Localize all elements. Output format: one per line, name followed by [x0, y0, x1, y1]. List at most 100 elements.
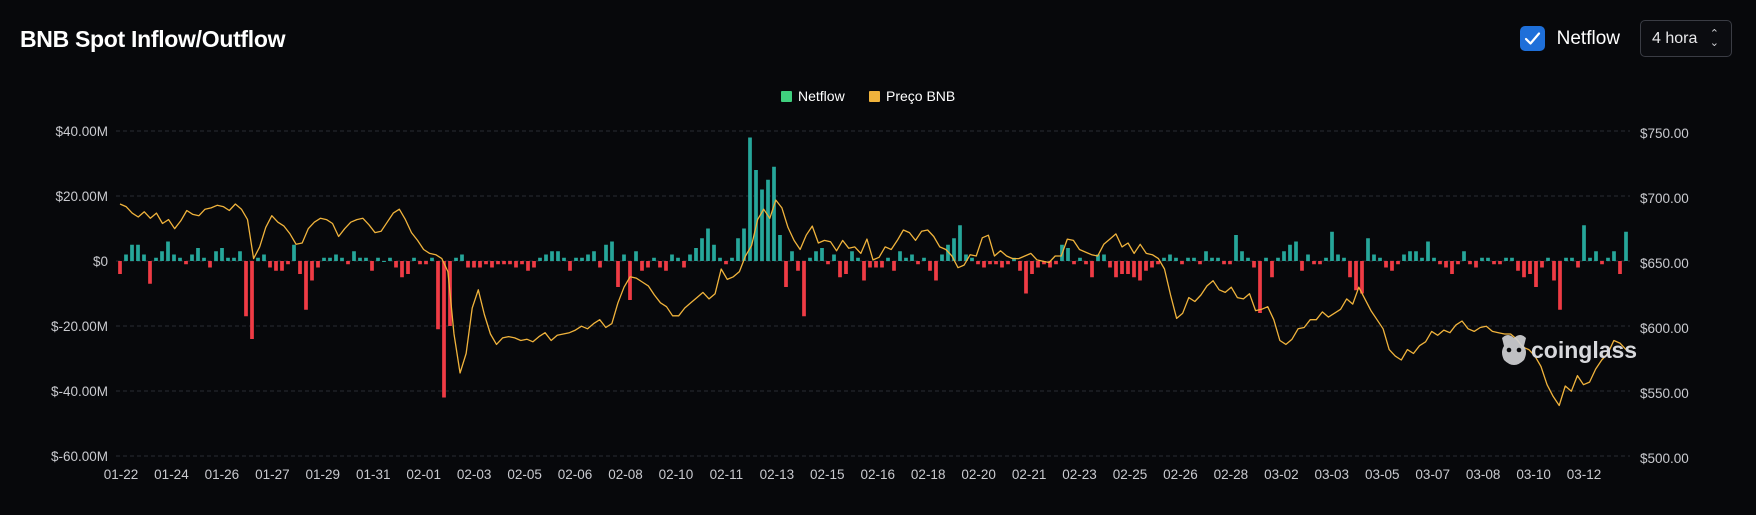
netflow-bar [418, 261, 422, 265]
interval-select[interactable]: 4 hora ⌃ ⌄ [1640, 20, 1732, 57]
netflow-bar [370, 261, 374, 271]
x-tick-label: 02-26 [1163, 467, 1198, 482]
netflow-bar [898, 251, 902, 261]
right-tick-label: $500.00 [1640, 451, 1689, 466]
netflow-bar [1174, 257, 1178, 261]
netflow-bar [754, 170, 758, 261]
netflow-bar [352, 251, 356, 261]
netflow-bar [130, 244, 134, 261]
netflow-bar [976, 261, 980, 265]
netflow-bar [1300, 261, 1304, 271]
netflow-bar [1072, 261, 1076, 265]
x-tick-label: 02-10 [659, 467, 694, 482]
legend-item-price[interactable]: Preço BNB [869, 88, 955, 104]
left-tick-label: $40.00M [55, 124, 108, 139]
netflow-bar [1354, 261, 1358, 291]
x-tick-label: 02-01 [406, 467, 441, 482]
netflow-bar [1420, 257, 1424, 261]
netflow-bar [1180, 261, 1184, 265]
chart-legend: Netflow Preço BNB [781, 88, 955, 104]
chart-grid [116, 130, 1630, 457]
netflow-bar [658, 261, 662, 268]
x-tick-label: 03-12 [1567, 467, 1602, 482]
x-tick-label: 02-06 [558, 467, 593, 482]
x-tick-label: 02-28 [1214, 467, 1249, 482]
netflow-bar [1078, 257, 1082, 261]
netflow-bar [916, 261, 920, 265]
netflow-bar [580, 257, 584, 261]
netflow-bar [694, 248, 698, 261]
netflow-bar [160, 251, 164, 261]
netflow-bar [166, 241, 170, 261]
netflow-bar [628, 261, 632, 300]
netflow-bar [814, 251, 818, 261]
netflow-bar [586, 254, 590, 261]
netflow-bar [184, 261, 188, 265]
netflow-bar [238, 251, 242, 261]
netflow-bar [856, 257, 860, 261]
x-tick-label: 03-10 [1516, 467, 1551, 482]
netflow-bar [1114, 261, 1118, 278]
netflow-bar [862, 261, 866, 281]
netflow-bar [1096, 254, 1100, 261]
netflow-bar [760, 189, 764, 261]
netflow-bar [298, 261, 302, 274]
netflow-bar [532, 261, 536, 268]
legend-label: Preço BNB [886, 88, 955, 104]
netflow-bar [994, 261, 998, 265]
netflow-bar [382, 261, 386, 262]
netflow-bar [1246, 257, 1250, 261]
netflow-bar [670, 254, 674, 261]
netflow-bar [1222, 261, 1226, 265]
netflow-bar [880, 261, 884, 268]
netflow-bar [490, 261, 494, 268]
netflow-bar [316, 261, 320, 268]
netflow-checkbox-label[interactable]: Netflow [1556, 27, 1620, 49]
netflow-bar [1582, 225, 1586, 261]
netflow-bar [622, 254, 626, 261]
left-tick-label: $-60.00M [51, 449, 108, 464]
netflow-bar [484, 261, 488, 265]
netflow-checkbox[interactable] [1519, 26, 1545, 51]
netflow-bar [1462, 251, 1466, 261]
x-tick-label: 02-08 [608, 467, 643, 482]
netflow-bar [1594, 251, 1598, 261]
netflow-bar [1294, 241, 1298, 261]
netflow-bar [736, 238, 740, 261]
netflow-bar [1162, 257, 1166, 261]
netflow-bar [1138, 261, 1142, 281]
netflow-bar [1108, 261, 1112, 268]
netflow-bar [388, 257, 392, 261]
netflow-bar [1144, 261, 1148, 271]
netflow-bar [400, 261, 404, 278]
netflow-bar [1012, 257, 1016, 261]
netflow-bar [136, 244, 140, 261]
netflow-bar [910, 254, 914, 261]
legend-swatch [781, 91, 792, 102]
x-tick-label: 02-25 [1113, 467, 1148, 482]
netflow-bar [850, 251, 854, 261]
netflow-bar [820, 248, 824, 261]
netflow-bar [550, 251, 554, 261]
netflow-bar [424, 261, 428, 265]
netflow-bar [232, 257, 236, 261]
netflow-bar [730, 257, 734, 261]
coinglass-watermark: coinglass [1502, 335, 1637, 365]
right-tick-label: $550.00 [1640, 386, 1689, 401]
chart-controls: Netflow 4 hora ⌃ ⌄ [1519, 20, 1732, 57]
netflow-bar [1408, 251, 1412, 261]
netflow-bar [256, 257, 260, 261]
x-tick-label: 02-18 [911, 467, 946, 482]
netflow-bar [1066, 248, 1070, 261]
netflow-bar [946, 244, 950, 261]
x-tick-label: 02-16 [860, 467, 895, 482]
x-tick-label: 02-13 [760, 467, 795, 482]
legend-item-netflow[interactable]: Netflow [781, 88, 846, 104]
netflow-bar [1522, 261, 1526, 278]
right-tick-label: $600.00 [1640, 321, 1689, 336]
netflow-bar [1468, 261, 1472, 265]
netflow-bar [844, 261, 848, 274]
netflow-bar [646, 261, 650, 268]
netflow-bar [1288, 244, 1292, 261]
